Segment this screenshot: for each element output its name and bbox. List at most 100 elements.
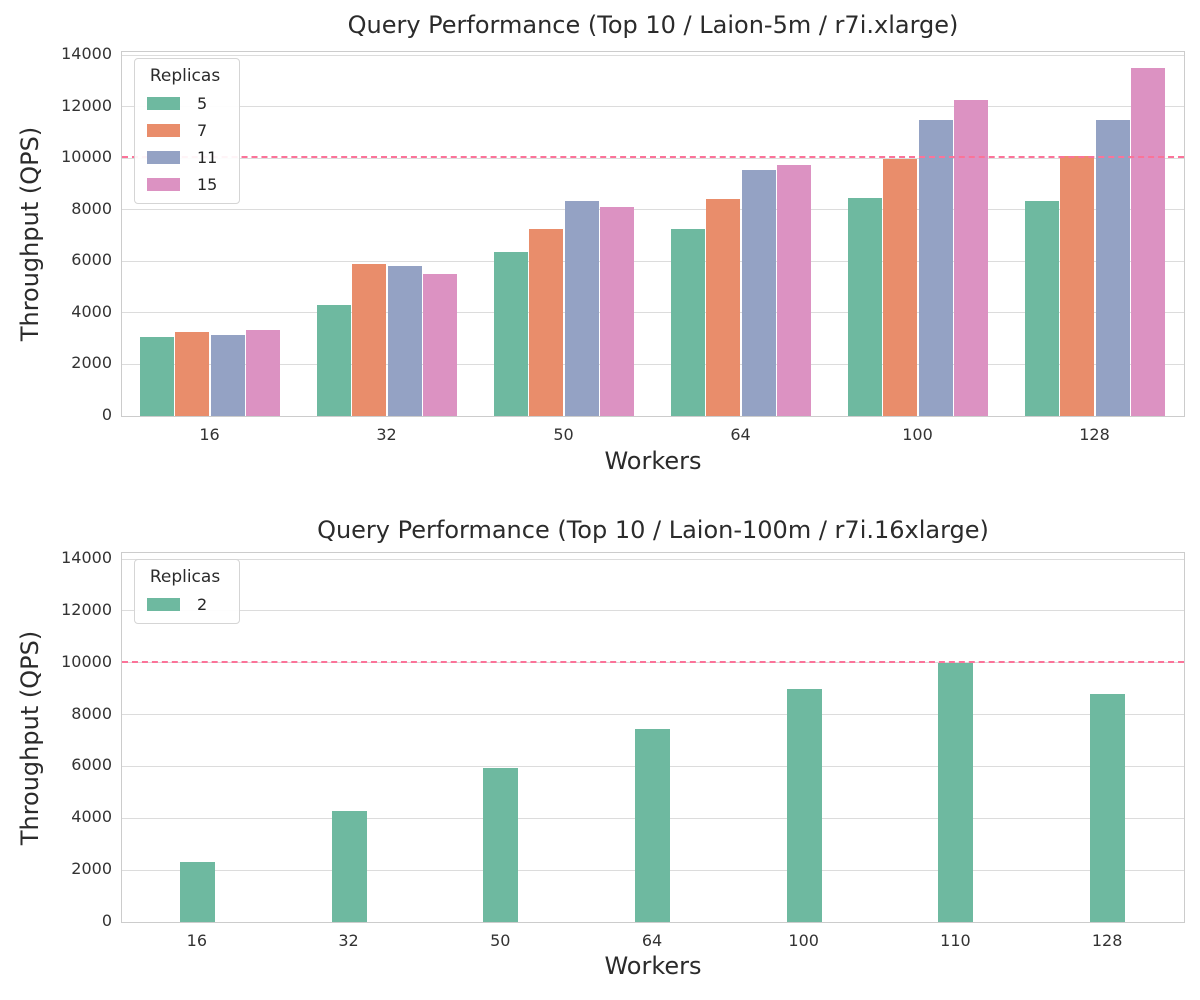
plot-area: Replicas 2 — [121, 552, 1185, 923]
x-axis-label: Workers — [604, 447, 702, 475]
legend-label: 11 — [197, 148, 218, 167]
legend: Replicas 2 — [134, 559, 240, 624]
bar-workers-32-replicas-7 — [352, 263, 387, 416]
bar-workers-16-replicas-15 — [245, 329, 281, 416]
bar-workers-100-replicas-2 — [786, 688, 822, 922]
x-tick-label-64: 64 — [641, 931, 663, 950]
bar-workers-64-replicas-7 — [706, 199, 741, 416]
bar-workers-32-replicas-15 — [422, 274, 458, 416]
x-axis-label: Workers — [604, 952, 702, 980]
bar-workers-64-replicas-11 — [741, 169, 776, 416]
bar-workers-16-replicas-11 — [210, 334, 245, 416]
bar-workers-128-replicas-11 — [1095, 119, 1130, 416]
chart-top-laion-5m: Query Performance (Top 10 / Laion-5m / r… — [16, 11, 1185, 475]
y-tick-label-14000: 14000 — [61, 44, 112, 63]
threshold-line — [122, 156, 1184, 159]
x-tick-label-100: 100 — [902, 425, 933, 444]
bar-workers-64-replicas-5 — [670, 229, 706, 416]
gridline-2000 — [122, 363, 1184, 365]
gridline-10000 — [122, 662, 1184, 664]
bar-workers-32-replicas-2 — [331, 810, 367, 922]
bar-workers-50-replicas-11 — [564, 200, 599, 416]
x-tick-label-16: 16 — [186, 931, 208, 950]
y-tick-label-6000: 6000 — [71, 250, 112, 270]
bar-workers-32-replicas-5 — [316, 305, 352, 416]
bars-layer — [122, 52, 1184, 416]
x-tick-label-110: 110 — [940, 931, 971, 950]
chart-title: Query Performance (Top 10 / Laion-100m /… — [317, 516, 989, 544]
x-tick-label-128: 128 — [1091, 931, 1123, 950]
y-tick-label-4000: 4000 — [71, 807, 112, 827]
legend-swatch-icon — [147, 151, 180, 164]
gridline-10000 — [122, 157, 1184, 159]
chart-title: Query Performance (Top 10 / Laion-5m / r… — [347, 11, 959, 39]
gridline-14000 — [122, 54, 1184, 56]
legend-label: 5 — [197, 94, 208, 113]
x-tick-label-50: 50 — [553, 425, 574, 444]
legend-swatch-icon — [147, 178, 180, 191]
bar-workers-50-replicas-15 — [599, 207, 635, 416]
legend-label: 15 — [197, 175, 218, 194]
bar-workers-16-replicas-5 — [139, 337, 175, 416]
y-tick-label-0: 0 — [101, 405, 112, 424]
x-tick-label-16: 16 — [199, 425, 220, 444]
y-tick-label-12000: 12000 — [61, 599, 112, 619]
plot-area: Replicas 5 7 11 15 — [121, 51, 1185, 417]
bar-workers-16-replicas-7 — [175, 332, 210, 416]
bar-workers-64-replicas-2 — [635, 728, 670, 922]
gridline-6000 — [122, 260, 1184, 262]
y-tick-label-10000: 10000 — [61, 651, 112, 671]
gridline-4000 — [122, 312, 1184, 314]
gridline-8000 — [122, 209, 1184, 211]
bar-workers-32-replicas-11 — [387, 266, 422, 416]
legend-title: Replicas — [149, 567, 221, 587]
legend-item-11: 11 — [147, 148, 223, 167]
bar-workers-50-replicas-2 — [483, 767, 519, 922]
y-tick-label-14000: 14000 — [61, 548, 112, 567]
gridline-12000 — [122, 610, 1184, 612]
y-tick-label-8000: 8000 — [71, 198, 112, 218]
legend-item-5: 5 — [147, 94, 223, 113]
grid-layer — [122, 52, 1184, 416]
bar-workers-50-replicas-7 — [529, 229, 564, 416]
legend-item-2: 2 — [147, 595, 223, 614]
y-tick-label-2000: 2000 — [71, 859, 112, 879]
bar-workers-100-replicas-11 — [918, 119, 953, 416]
bar-workers-128-replicas-15 — [1130, 67, 1166, 416]
x-tick-label-32: 32 — [376, 425, 397, 444]
bar-workers-110-replicas-2 — [938, 662, 974, 922]
legend-label: 2 — [197, 595, 208, 614]
bar-workers-100-replicas-7 — [883, 159, 918, 416]
y-tick-label-12000: 12000 — [61, 95, 112, 115]
legend-item-15: 15 — [147, 175, 223, 194]
legend-swatch-icon — [147, 598, 180, 611]
legend-items: 5 7 11 15 — [147, 94, 223, 194]
bar-workers-64-replicas-15 — [776, 164, 812, 416]
legend-swatch-icon — [147, 97, 180, 110]
x-tick-label-50: 50 — [490, 931, 511, 950]
y-tick-label-6000: 6000 — [71, 755, 112, 775]
bar-workers-128-replicas-5 — [1024, 200, 1060, 416]
y-tick-label-4000: 4000 — [71, 301, 112, 321]
legend-items: 2 — [147, 595, 223, 614]
legend-title: Replicas — [149, 66, 221, 86]
threshold-line — [122, 660, 1184, 663]
gridline-12000 — [122, 106, 1184, 108]
chart-bottom-laion-100m: Query Performance (Top 10 / Laion-100m /… — [0, 500, 1200, 1000]
bars-layer — [122, 553, 1184, 922]
gridline-8000 — [122, 714, 1184, 716]
gridline-14000 — [122, 558, 1184, 560]
y-tick-label-10000: 10000 — [61, 147, 112, 167]
x-tick-label-100: 100 — [788, 931, 819, 950]
x-tick-label-64: 64 — [730, 425, 751, 444]
y-tick-label-2000: 2000 — [71, 353, 112, 373]
bar-workers-128-replicas-7 — [1060, 155, 1095, 416]
bar-workers-50-replicas-5 — [493, 252, 529, 416]
legend-item-7: 7 — [147, 121, 223, 140]
y-tick-label-0: 0 — [101, 911, 112, 930]
legend-label: 7 — [197, 121, 208, 140]
bar-workers-128-replicas-2 — [1090, 693, 1126, 922]
x-tick-label-32: 32 — [338, 931, 359, 950]
bar-workers-16-replicas-2 — [179, 862, 215, 922]
